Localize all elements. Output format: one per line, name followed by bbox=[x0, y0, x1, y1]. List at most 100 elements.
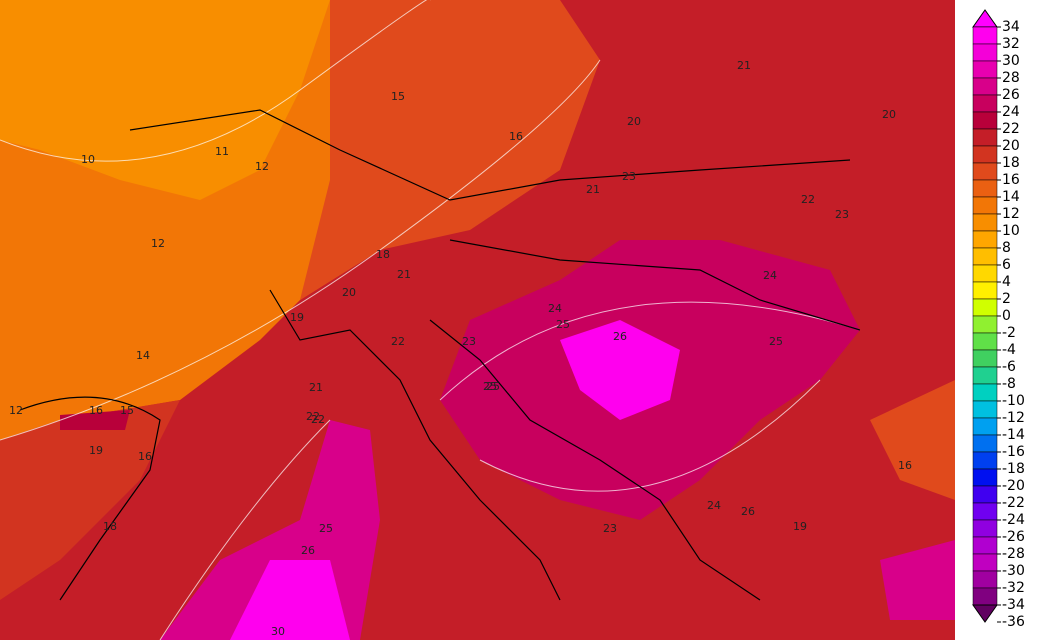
contour-label: 26 bbox=[613, 330, 627, 343]
colorbar-label: -36 bbox=[1002, 614, 1025, 630]
colorbar-swatch bbox=[972, 281, 998, 300]
colorbar-label: 28 bbox=[1002, 70, 1020, 86]
colorbar-swatch bbox=[972, 332, 998, 351]
colorbar-swatch bbox=[972, 264, 998, 283]
contour-label: 30 bbox=[271, 625, 285, 638]
contour-label: 22 bbox=[391, 335, 405, 348]
contour-label: 25 bbox=[556, 318, 570, 331]
colorbar-swatch bbox=[972, 230, 998, 249]
map bbox=[0, 0, 955, 641]
colorbar-label: 24 bbox=[1002, 104, 1020, 120]
contour-label: 21 bbox=[309, 381, 323, 394]
colorbar-swatch bbox=[972, 145, 998, 164]
colorbar-label: -22 bbox=[1002, 495, 1025, 511]
colorbar-label: -10 bbox=[1002, 393, 1025, 409]
colorbar-label: -8 bbox=[1002, 376, 1016, 392]
contour-label: 19 bbox=[290, 311, 304, 324]
contour-label: 14 bbox=[136, 349, 150, 362]
colorbar-swatch bbox=[972, 128, 998, 147]
colorbar-label: -4 bbox=[1002, 342, 1016, 358]
colorbar-swatch bbox=[972, 315, 998, 334]
colorbar-label: 30 bbox=[1002, 53, 1020, 69]
contour-label: 23 bbox=[462, 335, 476, 348]
contour-label: 24 bbox=[707, 499, 721, 512]
contour-label: 25 bbox=[769, 335, 783, 348]
colorbar-label: 4 bbox=[1002, 274, 1011, 290]
contour-label: 19 bbox=[793, 520, 807, 533]
contour-label: 12 bbox=[255, 160, 269, 173]
contour-label: 25 bbox=[486, 380, 500, 393]
colorbar-swatch bbox=[972, 536, 998, 555]
colorbar-label: -30 bbox=[1002, 563, 1025, 579]
contour-label: 23 bbox=[622, 170, 636, 183]
contour-label: 12 bbox=[151, 237, 165, 250]
colorbar-label: 20 bbox=[1002, 138, 1020, 154]
colorbar-label: -14 bbox=[1002, 427, 1025, 443]
contour-label: 22 bbox=[306, 410, 320, 423]
colorbar-swatch bbox=[972, 247, 998, 266]
colorbar-label: 6 bbox=[1002, 257, 1011, 273]
colorbar-swatch bbox=[972, 94, 998, 113]
colorbar-swatch bbox=[972, 213, 998, 232]
colorbar-swatch bbox=[972, 43, 998, 62]
colorbar-swatch bbox=[972, 383, 998, 402]
colorbar-swatch bbox=[972, 298, 998, 317]
colorbar-label: -26 bbox=[1002, 529, 1025, 545]
colorbar-label: 14 bbox=[1002, 189, 1020, 205]
contour-label: 20 bbox=[882, 108, 896, 121]
colorbar-swatch bbox=[972, 196, 998, 215]
colorbar-swatch bbox=[972, 604, 998, 623]
contour-label: 26 bbox=[741, 505, 755, 518]
colorbar-label: -32 bbox=[1002, 580, 1025, 596]
region-east bbox=[870, 380, 955, 500]
contour-label: 26 bbox=[301, 544, 315, 557]
colorbar-label: 34 bbox=[1002, 19, 1020, 35]
contour-label: 16 bbox=[138, 450, 152, 463]
colorbar-label: 12 bbox=[1002, 206, 1020, 222]
contour-label: 19 bbox=[89, 444, 103, 457]
colorbar-label: -20 bbox=[1002, 478, 1025, 494]
colorbar-label: -28 bbox=[1002, 546, 1025, 562]
contour-label: 15 bbox=[120, 404, 134, 417]
colorbar-label: -16 bbox=[1002, 444, 1025, 460]
contour-label: 21 bbox=[397, 268, 411, 281]
contour-label: 22 bbox=[311, 413, 325, 426]
contour-label: 16 bbox=[898, 459, 912, 472]
contour-labels: 10 11 12 12 14 12 15 16 15 16 16 19 18 18 19 20 21 21 22 23… bbox=[9, 59, 912, 638]
contour-label: 20 bbox=[627, 115, 641, 128]
colorbar-label: -34 bbox=[1002, 597, 1025, 613]
contour-label: 11 bbox=[215, 145, 229, 158]
contour-label: 21 bbox=[737, 59, 751, 72]
colorbar-swatch bbox=[972, 162, 998, 181]
colorbar-label: 8 bbox=[1002, 240, 1011, 256]
colorbar-swatch bbox=[972, 553, 998, 572]
contour-label: 21 bbox=[586, 183, 600, 196]
colorbar-label: -6 bbox=[1002, 359, 1016, 375]
colorbar-label: 32 bbox=[1002, 36, 1020, 52]
colorbar-label: -18 bbox=[1002, 461, 1025, 477]
colorbar: 3432302826242220181614121086420-2-4-6-8-… bbox=[972, 9, 1025, 630]
colorbar-label: -12 bbox=[1002, 410, 1025, 426]
region-light-orange bbox=[0, 0, 330, 200]
region-peak bbox=[560, 320, 680, 420]
region-west bbox=[0, 400, 180, 600]
colorbar-label: 2 bbox=[1002, 291, 1011, 307]
colorbar-swatch bbox=[972, 451, 998, 470]
colorbar-swatch bbox=[972, 434, 998, 453]
colorbar-swatch bbox=[972, 485, 998, 504]
contour-label: 23 bbox=[835, 208, 849, 221]
colorbar-swatch bbox=[972, 519, 998, 538]
contour-label: 18 bbox=[376, 248, 390, 261]
contour-label: 16 bbox=[509, 130, 523, 143]
contour-label: 24 bbox=[548, 302, 562, 315]
region-southeast bbox=[880, 540, 955, 620]
colorbar-swatch bbox=[972, 400, 998, 419]
colorbar-swatch bbox=[972, 587, 998, 606]
colorbar-swatch bbox=[972, 26, 998, 45]
region-spot bbox=[60, 410, 130, 430]
colorbar-label: 10 bbox=[1002, 223, 1020, 239]
contour-label: 25 bbox=[483, 380, 497, 393]
colorbar-swatch bbox=[972, 417, 998, 436]
colorbar-swatch bbox=[972, 366, 998, 385]
